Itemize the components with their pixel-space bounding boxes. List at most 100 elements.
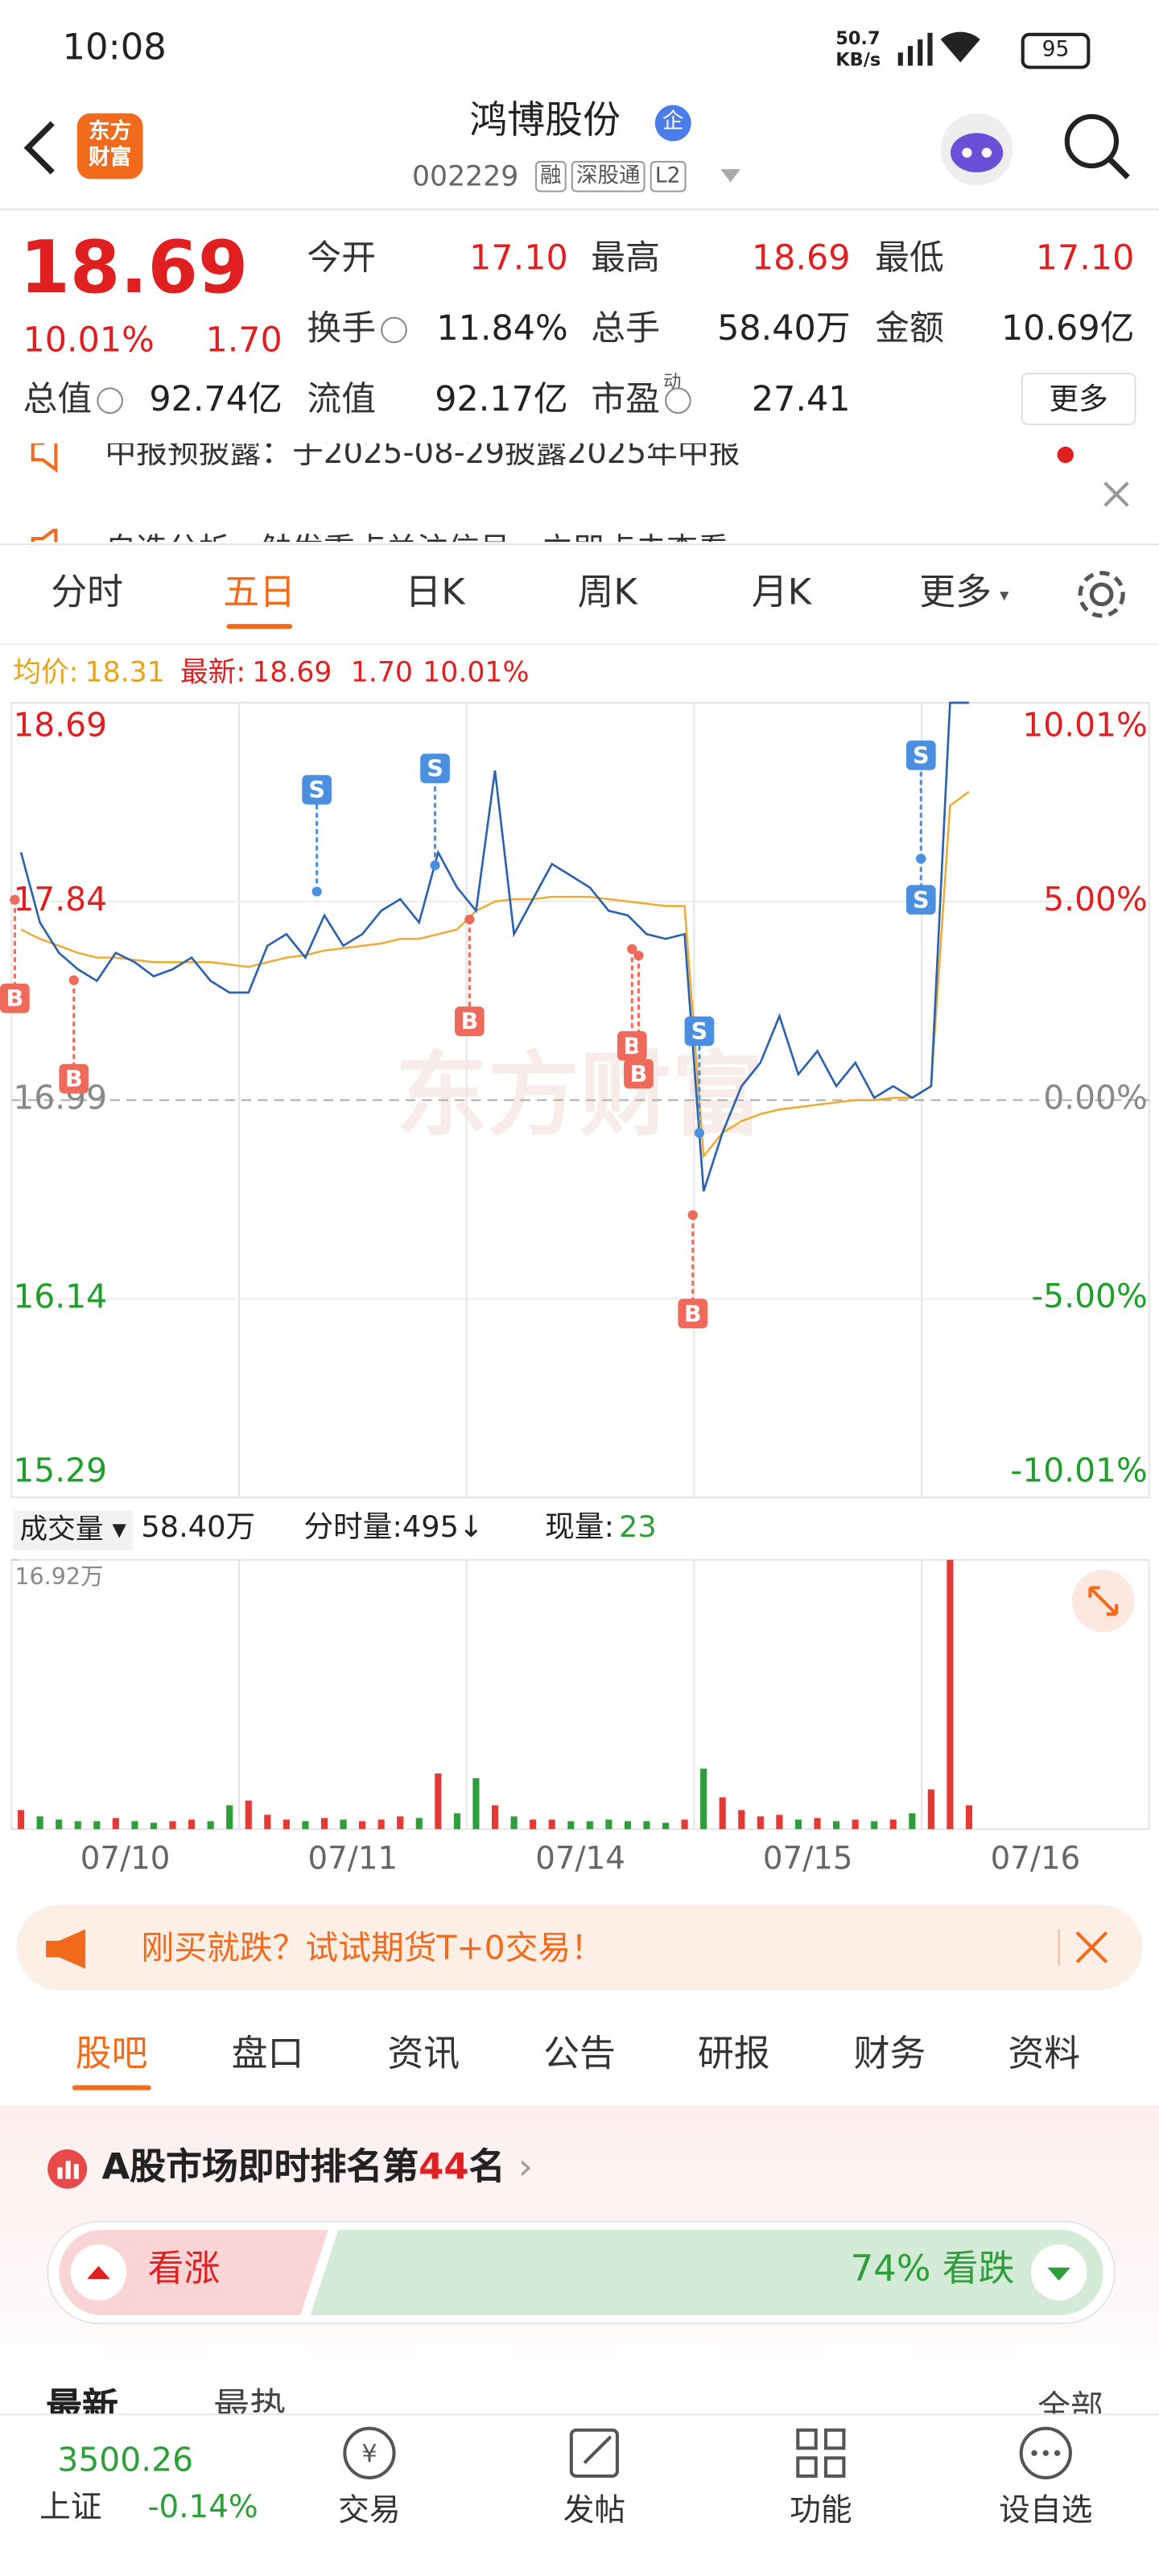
- volume-menu[interactable]: 成交量 ▾: [13, 1510, 134, 1550]
- volume-bar: [93, 1821, 101, 1830]
- close-notice[interactable]: [1100, 478, 1133, 511]
- tags: 融深股通 L2: [534, 160, 686, 192]
- nav-item[interactable]: 功能: [790, 2492, 852, 2529]
- tab-underline: [72, 2085, 151, 2091]
- y-tick-label: 18.69: [13, 706, 107, 745]
- field-value: 58.40万: [717, 308, 851, 349]
- trade-mark-box: [302, 774, 332, 805]
- nav-icons: ¥: [343, 2426, 1072, 2479]
- change-pct: 10.01%: [23, 320, 155, 360]
- volume-bar: [567, 1821, 575, 1830]
- trade-mark-dot: [916, 853, 926, 864]
- trade-mark-box: [678, 1298, 708, 1329]
- expand-button[interactable]: [1070, 1568, 1136, 1634]
- vote-bull[interactable]: 看涨: [147, 2249, 221, 2291]
- index-name[interactable]: 上证: [39, 2489, 102, 2526]
- stock-name: 鸿博股份: [469, 100, 621, 143]
- volume-bar: [74, 1821, 81, 1830]
- trade-mark: B: [6, 985, 23, 1012]
- banner-close[interactable]: [1058, 1926, 1113, 1969]
- more-button[interactable]: 更多: [1021, 373, 1136, 426]
- volume-bar: [112, 1818, 119, 1830]
- banner-text[interactable]: 刚买就跌？试试期货T+0交易！: [141, 1927, 604, 1967]
- index-change[interactable]: -0.14%: [147, 2489, 258, 2526]
- dropdown-icon[interactable]: [719, 167, 742, 184]
- trade-mark-dot: [687, 1210, 698, 1220]
- period-tab[interactable]: 分时: [51, 572, 123, 614]
- trade-mark-dot: [464, 914, 475, 925]
- chart-area: 东方财富18.6917.8416.9916.1415.2910.01%5.00%…: [0, 701, 1150, 1876]
- volume-bar: [397, 1816, 404, 1830]
- nav-item[interactable]: 交易: [338, 2492, 401, 2529]
- field-label: 金额: [875, 308, 944, 349]
- volume-bar: [947, 1559, 954, 1830]
- sub-tab[interactable]: 盘口: [231, 2034, 304, 2076]
- volume-bar: [472, 1777, 480, 1830]
- tab-underline: [226, 624, 293, 630]
- trade-mark-box: [905, 885, 936, 915]
- volume-bar: [681, 1819, 688, 1830]
- trade-mark: S: [427, 755, 443, 782]
- field-label: 流值: [307, 379, 377, 419]
- back-button[interactable]: [16, 115, 65, 181]
- app-logo[interactable]: 东方财富: [76, 113, 143, 180]
- period-tab[interactable]: 更多: [919, 572, 992, 614]
- field-value: 18.69: [751, 237, 851, 278]
- chart-legend: 均价: 18.31 最新: 18.69 1.70 10.01%: [13, 657, 529, 690]
- rank-icon: [47, 2149, 88, 2189]
- badge: 企: [654, 105, 691, 142]
- nav-item[interactable]: 发帖: [563, 2492, 626, 2529]
- tick-volume: 分时量:495↓: [303, 1510, 484, 1546]
- volume-bar: [377, 1819, 385, 1830]
- sub-tab[interactable]: 股吧: [75, 2034, 148, 2076]
- last-value: 18.69: [252, 656, 332, 690]
- volume-bar: [491, 1805, 499, 1830]
- volume-bar: [586, 1821, 593, 1830]
- volume-bar: [150, 1823, 158, 1830]
- sub-tab[interactable]: 研报: [697, 2034, 770, 2076]
- field-label: 今开: [307, 237, 377, 278]
- notice[interactable]: 中报预披露：于2025-08-29披露2025年中报: [105, 443, 740, 472]
- trade-mark-dot: [68, 975, 79, 985]
- field-value: 92.74亿: [149, 379, 283, 419]
- period-tab[interactable]: 日K: [405, 572, 465, 614]
- last-label: 最新:: [179, 656, 246, 690]
- trade-mark: S: [308, 776, 325, 803]
- sub-tab[interactable]: 资讯: [387, 2034, 460, 2076]
- field-label: 市盈: [591, 379, 660, 419]
- y-tick-label: 16.92万: [14, 1563, 103, 1590]
- tag: 融: [534, 160, 567, 192]
- settings-button[interactable]: [1074, 567, 1129, 622]
- info-icon: [97, 387, 123, 415]
- field-note: 动: [663, 370, 682, 393]
- volume-bar: [719, 1797, 726, 1830]
- sub-tab[interactable]: 财务: [853, 2034, 926, 2076]
- rank-text[interactable]: A股市场即时排名第44名 ›: [101, 2147, 533, 2189]
- change: 1.70: [205, 320, 283, 360]
- trade-mark: B: [684, 1300, 702, 1327]
- search-button[interactable]: [1059, 109, 1135, 184]
- volume-bar: [283, 1819, 290, 1830]
- period-tab[interactable]: 月K: [751, 572, 812, 614]
- sub-tab[interactable]: 资料: [1008, 2034, 1081, 2076]
- rank-number: 44: [419, 2147, 469, 2189]
- index-value[interactable]: 3500.26: [57, 2439, 194, 2479]
- volume-bar: [320, 1818, 328, 1830]
- volume-bar: [832, 1821, 840, 1830]
- vote-bear[interactable]: 74% 看跌: [850, 2249, 1015, 2291]
- period-tab[interactable]: 周K: [577, 572, 637, 614]
- sub-tab[interactable]: 公告: [543, 2034, 616, 2076]
- volume-bar: [56, 1819, 63, 1830]
- trade-mark-dot: [311, 886, 322, 897]
- volume-bar: [776, 1814, 783, 1830]
- notice[interactable]: 自选分析，触发重点关注信号，立即点击查看: [105, 535, 729, 542]
- promo-banner[interactable]: [16, 1905, 1143, 1991]
- assistant-avatar[interactable]: [936, 109, 1018, 191]
- nav-item[interactable]: 设自选: [999, 2492, 1093, 2529]
- last-change: 1.70: [350, 656, 413, 690]
- period-tab[interactable]: 五日: [223, 572, 296, 614]
- volume-bar: [435, 1773, 442, 1830]
- x-tick-label: 07/15: [763, 1840, 853, 1876]
- volume-bar: [188, 1819, 196, 1830]
- trade-mark: S: [913, 741, 930, 769]
